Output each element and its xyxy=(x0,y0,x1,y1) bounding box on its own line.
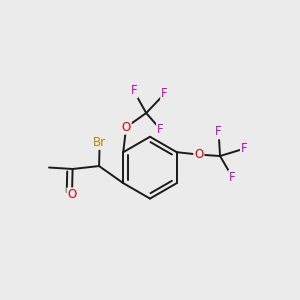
Text: F: F xyxy=(229,171,236,184)
Text: F: F xyxy=(130,85,137,98)
Text: F: F xyxy=(157,123,164,136)
Text: F: F xyxy=(215,125,222,138)
Text: Br: Br xyxy=(93,136,106,149)
Text: O: O xyxy=(68,188,76,201)
Text: O: O xyxy=(122,121,131,134)
Text: F: F xyxy=(161,87,168,101)
Text: F: F xyxy=(241,142,247,155)
Text: O: O xyxy=(194,148,203,161)
